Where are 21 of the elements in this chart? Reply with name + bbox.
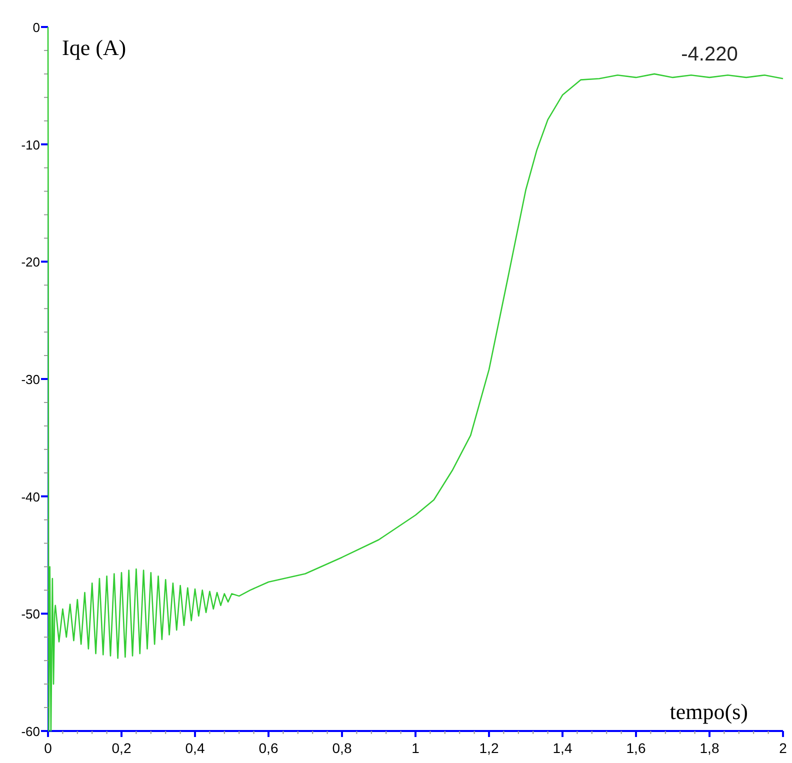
x-tick-label: 0,6 — [258, 740, 278, 756]
x-tick-label: 0,4 — [185, 740, 205, 756]
x-tick-label: 0,8 — [332, 740, 352, 756]
annotation: -4.220 — [681, 44, 738, 66]
y-tick-label: -30 — [21, 372, 40, 387]
y-tick-label: 0 — [32, 20, 40, 35]
y-tick-label: -20 — [21, 254, 40, 270]
x-axis-title: tempo(s) — [670, 699, 748, 724]
y-tick-label: -40 — [21, 489, 40, 504]
x-tick-label: 1 — [412, 740, 420, 756]
x-tick-label: 1,2 — [479, 740, 499, 756]
x-tick-label: 1,8 — [700, 740, 720, 756]
y-tick-label: -50 — [21, 606, 40, 622]
x-tick-label: 0 — [44, 740, 52, 756]
y-axis-title: Iqe (A) — [62, 35, 126, 60]
x-tick-label: 0,2 — [112, 740, 132, 756]
x-tick-label: 2 — [779, 740, 788, 756]
y-tick-label: -10 — [21, 137, 40, 152]
x-tick-label: 1,6 — [626, 740, 646, 756]
y-tick-label: -60 — [21, 724, 40, 739]
x-tick-label: 1,4 — [552, 740, 572, 756]
